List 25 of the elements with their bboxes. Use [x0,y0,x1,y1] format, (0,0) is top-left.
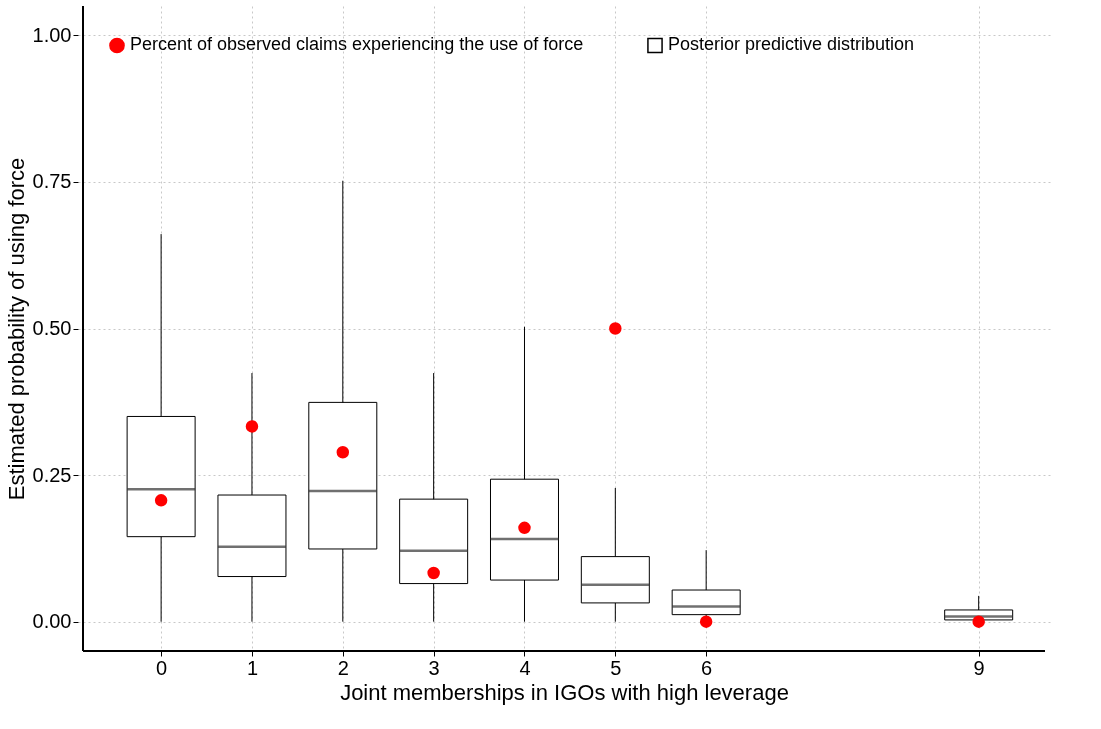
y-axis-title: Estimated probability of using force [3,157,29,501]
x-tick-label: 3 [428,656,440,679]
point [245,420,259,433]
legend-label: Posterior predictive distribution [668,34,915,55]
legend-label: Percent of observed claims experiencing the use of force [130,34,584,55]
y-tick-label: 0.00 [32,610,72,633]
x-axis-title: Joint memberships in IGOs with high leverage [340,679,789,705]
x-tick-label: 2 [337,656,349,679]
x-tick-label: 4 [519,656,531,679]
x-tick-label: 0 [156,656,168,679]
x-tick-label: 9 [973,656,985,679]
point [699,615,713,628]
point [427,566,440,580]
y-tick-label: 0.75 [32,170,72,193]
point [518,521,531,535]
point [336,445,350,459]
x-tick-label: 1 [246,656,259,679]
y-tick-label: 0.50 [32,317,72,339]
y-tick-label: 1.00 [32,23,72,46]
point [972,615,985,628]
point [154,494,168,507]
point [609,322,622,335]
y-tick-label: 0.25 [32,463,72,486]
x-tick-label: 5 [610,656,622,679]
x-tick-label: 6 [701,656,713,679]
